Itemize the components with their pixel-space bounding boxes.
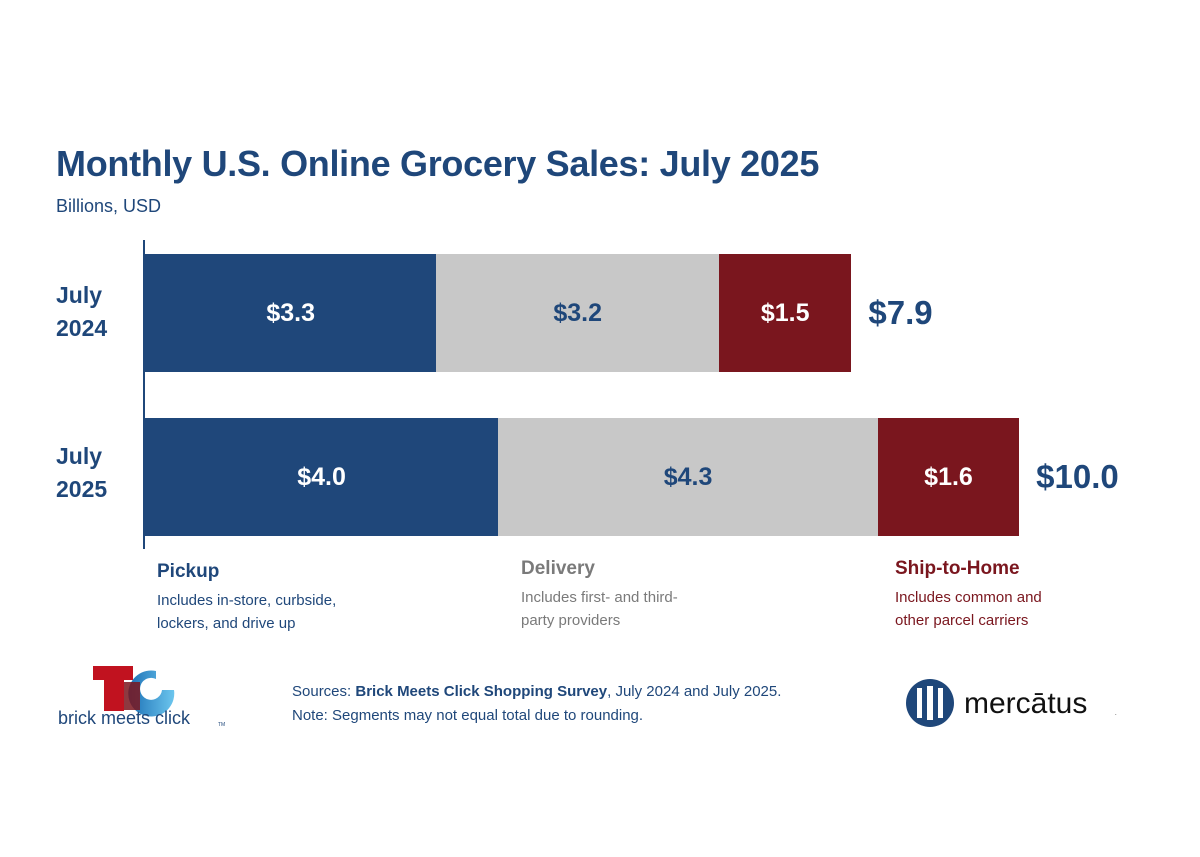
- row-label-line: 2024: [56, 315, 108, 341]
- bar-segment-delivery-2: $4.3: [498, 418, 878, 536]
- data-label: $3.2: [553, 298, 602, 327]
- legend-description: Includes in-store, curbside, lockers, an…: [157, 592, 337, 632]
- row-label-july-2024: July 2024: [56, 279, 136, 345]
- legend-delivery: Delivery Includes first- and third-party…: [521, 558, 706, 632]
- sources-line: Sources: Brick Meets Click Shopping Surv…: [292, 680, 781, 704]
- sources-prefix: Sources:: [292, 683, 356, 700]
- brick-meets-click-logo-icon: brick meets click TM: [58, 666, 225, 728]
- total-label-1: $7.9: [868, 294, 933, 331]
- svg-text:.: .: [1115, 711, 1117, 717]
- legend-description: Includes common and other parcel carrier…: [895, 589, 1042, 629]
- row-label-line: July: [56, 443, 103, 469]
- svg-text:brick meets click: brick meets click: [58, 708, 191, 728]
- bar-segment-delivery-1: $3.2: [436, 254, 719, 372]
- chart-title: Monthly U.S. Online Grocery Sales: July …: [56, 143, 820, 184]
- data-label: $4.0: [297, 462, 346, 491]
- row-label-line: July: [56, 282, 103, 308]
- data-label: $1.6: [924, 462, 973, 491]
- brick-meets-click-logo: brick meets click TM: [56, 662, 236, 737]
- sources-suffix: , July 2024 and July 2025.: [607, 683, 782, 700]
- bar-segment-ship-to-home-2: $1.6: [877, 418, 1020, 536]
- legend-title: Ship-to-Home: [895, 558, 1020, 579]
- y-axis-line: [143, 240, 145, 549]
- row-label-line: 2025: [56, 476, 108, 502]
- mercatus-logo-icon: mercātus .: [906, 679, 1117, 727]
- legend-title: Pickup: [157, 561, 220, 582]
- total-label-2: $10.0: [1036, 458, 1119, 495]
- bar-segment-pickup-2: $4.0: [145, 418, 499, 536]
- row-label-july-2025: July 2025: [56, 440, 136, 506]
- data-label: $3.3: [266, 298, 316, 327]
- legend-title: Delivery: [521, 558, 595, 579]
- mercatus-logo: mercātus .: [905, 678, 1135, 737]
- bar-segment-ship-to-home-1: $1.5: [718, 254, 852, 372]
- legend-pickup: Pickup Includes in-store, curbside, lock…: [157, 561, 357, 635]
- legend-description: Includes first- and third-party provider…: [521, 589, 678, 629]
- svg-text:TM: TM: [218, 722, 225, 728]
- legend-ship-to-home: Ship-to-Home Includes common and other p…: [895, 558, 1070, 632]
- sources-survey-name: Brick Meets Click Shopping Survey: [355, 683, 608, 700]
- svg-text:mercātus: mercātus: [964, 687, 1087, 720]
- chart-subtitle: Billions, USD: [56, 196, 162, 216]
- data-label: $4.3: [663, 462, 713, 491]
- bar-segment-pickup-1: $3.3: [145, 254, 437, 372]
- data-label: $1.5: [760, 298, 810, 327]
- footer-notes: Sources: Brick Meets Click Shopping Surv…: [292, 680, 781, 728]
- rounding-note: Note: Segments may not equal total due t…: [292, 707, 644, 724]
